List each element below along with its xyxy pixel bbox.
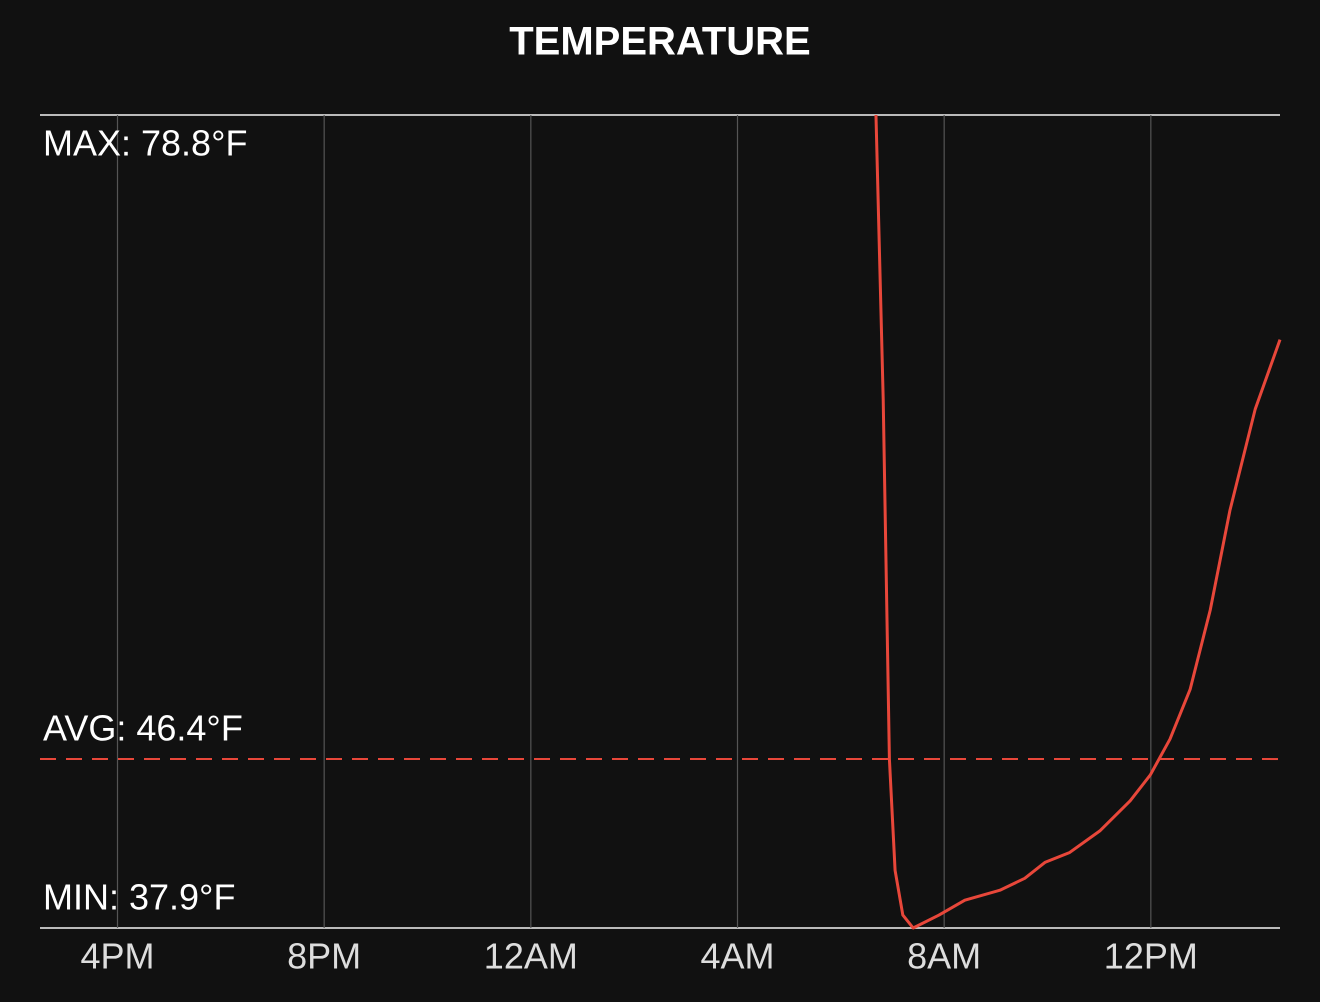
x-tick-label: 4AM (700, 936, 774, 977)
avg-label: AVG: 46.4°F (43, 708, 243, 749)
chart-title: TEMPERATURE (509, 20, 810, 64)
plot (40, 114, 1282, 930)
max-label: MAX: 78.8°F (43, 123, 247, 164)
x-tick-label: 8PM (287, 936, 361, 977)
x-tick-label: 12PM (1104, 936, 1198, 977)
x-tick-label: 4PM (80, 936, 154, 977)
x-tick-label: 12AM (484, 936, 578, 977)
temperature-line (874, 114, 1282, 930)
x-tick-label: 8AM (907, 936, 981, 977)
min-label: MIN: 37.9°F (43, 877, 235, 918)
